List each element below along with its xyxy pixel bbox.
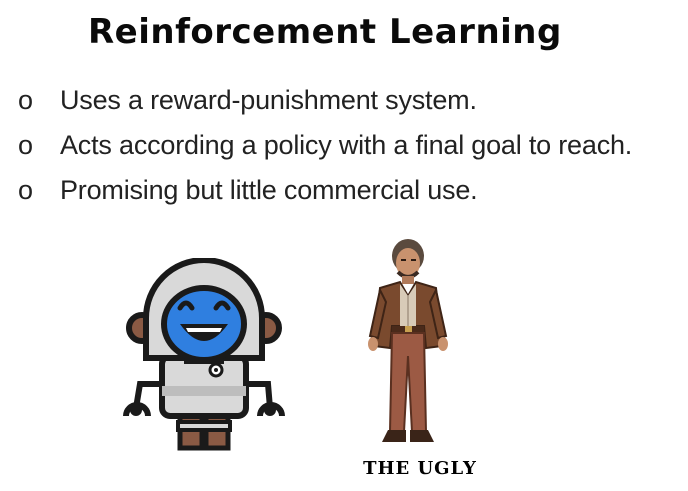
bullet-item: o Acts according a policy with a final g…	[18, 129, 632, 174]
cowboy-illustration	[368, 239, 448, 442]
bullet-text: Promising but little commercial use.	[60, 175, 478, 205]
bullet-text: Uses a reward-punishment system.	[60, 85, 477, 115]
bullet-marker: o	[18, 85, 34, 115]
bullet-list: o Uses a reward-punishment system. o Act…	[18, 84, 632, 219]
bullet-marker: o	[18, 175, 34, 205]
character-caption: THE UGLY	[363, 458, 477, 479]
bullet-item: o Promising but little commercial use.	[18, 174, 632, 219]
robot-illustration	[123, 258, 285, 451]
bullet-text: Acts according a policy with a final goa…	[60, 130, 633, 160]
slide-title: Reinforcement Learning	[88, 12, 562, 52]
bullet-item: o Uses a reward-punishment system.	[18, 84, 632, 129]
bullet-marker: o	[18, 130, 34, 160]
